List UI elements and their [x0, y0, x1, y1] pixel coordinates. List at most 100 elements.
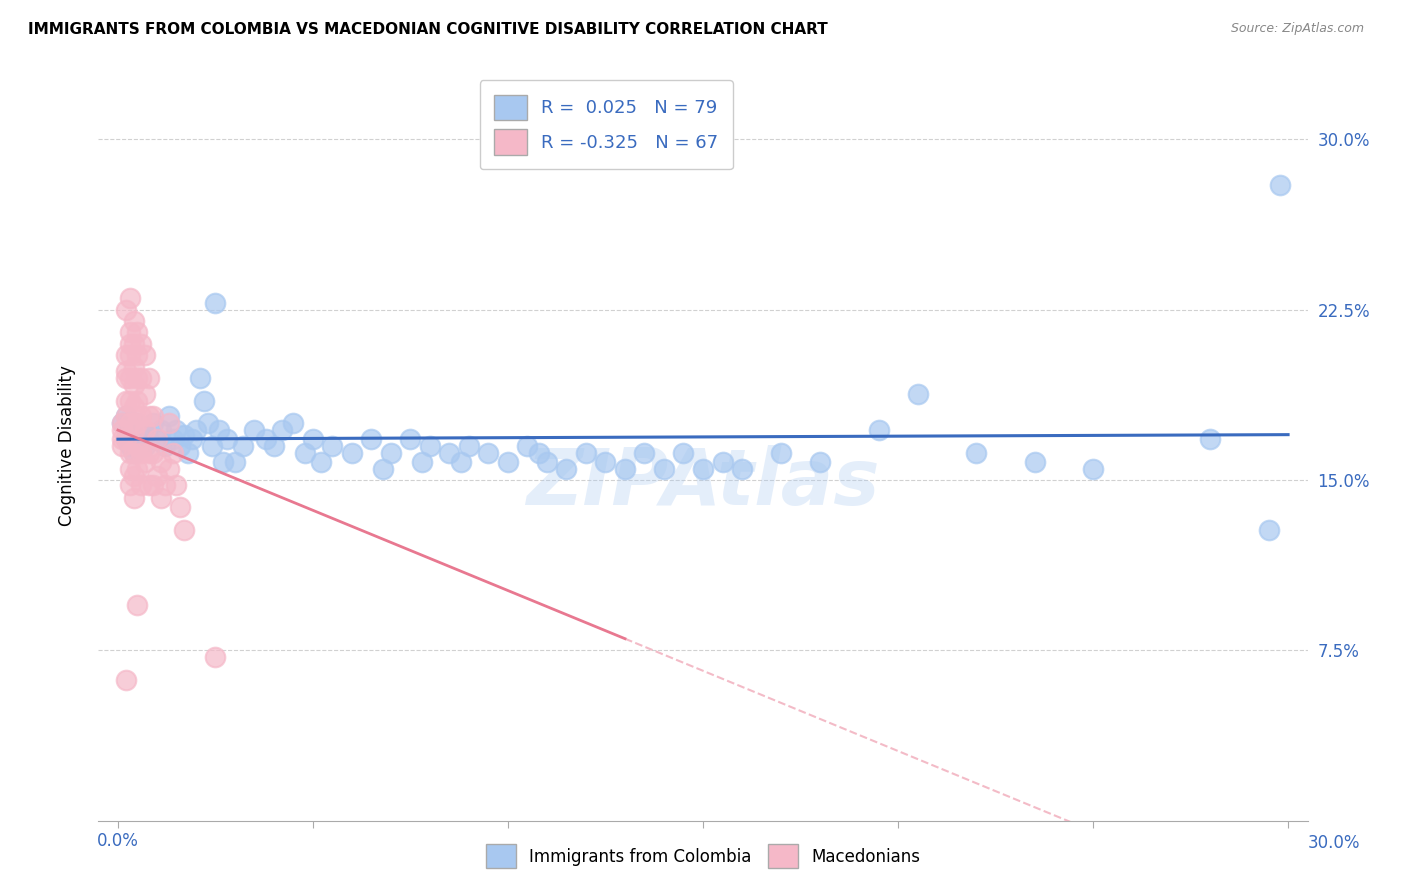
Point	[134, 423, 156, 437]
Point	[1270, 178, 1292, 192]
Point	[868, 423, 890, 437]
Point	[1199, 432, 1222, 446]
Point	[302, 432, 325, 446]
Text: IMMIGRANTS FROM COLOMBIA VS MACEDONIAN COGNITIVE DISABILITY CORRELATION CHART: IMMIGRANTS FROM COLOMBIA VS MACEDONIAN C…	[28, 22, 828, 37]
Point	[114, 348, 136, 362]
Point	[138, 446, 160, 460]
Point	[122, 336, 145, 351]
Legend: Immigrants from Colombia, Macedonians: Immigrants from Colombia, Macedonians	[479, 838, 927, 875]
Point	[181, 432, 204, 446]
Point	[134, 427, 156, 442]
Point	[134, 386, 156, 401]
Point	[188, 371, 211, 385]
Point	[399, 432, 422, 446]
Point	[142, 477, 165, 491]
Point	[340, 446, 363, 460]
Point	[536, 455, 558, 469]
Point	[127, 393, 149, 408]
Point	[134, 348, 156, 362]
Point	[146, 432, 169, 446]
Point	[142, 417, 165, 431]
Point	[131, 371, 153, 385]
Point	[149, 455, 172, 469]
Point	[204, 650, 226, 665]
Point	[173, 427, 195, 442]
Point	[458, 439, 481, 453]
Point	[555, 461, 578, 475]
Point	[134, 455, 156, 469]
Point	[808, 455, 831, 469]
Point	[131, 423, 153, 437]
Point	[294, 446, 316, 460]
Point	[153, 439, 176, 453]
Point	[283, 417, 305, 431]
Point	[131, 409, 153, 424]
Point	[232, 439, 254, 453]
Text: ZIPAtlas: ZIPAtlas	[526, 445, 880, 522]
Y-axis label: Cognitive Disability: Cognitive Disability	[58, 366, 76, 526]
Point	[243, 423, 266, 437]
Point	[165, 423, 187, 437]
Point	[411, 455, 433, 469]
Point	[321, 439, 343, 453]
Point	[731, 461, 754, 475]
Point	[217, 432, 239, 446]
Point	[595, 455, 617, 469]
Point	[118, 348, 141, 362]
Point	[122, 468, 145, 483]
Point	[127, 439, 149, 453]
Point	[419, 439, 441, 453]
Point	[193, 393, 215, 408]
Text: Source: ZipAtlas.com: Source: ZipAtlas.com	[1230, 22, 1364, 36]
Point	[122, 491, 145, 506]
Point	[118, 292, 141, 306]
Point	[652, 461, 675, 475]
Point	[224, 455, 246, 469]
Point	[177, 446, 200, 460]
Point	[122, 446, 145, 460]
Point	[138, 477, 160, 491]
Point	[373, 461, 395, 475]
Point	[111, 423, 134, 437]
Point	[769, 446, 792, 460]
Point	[138, 371, 160, 385]
Point	[173, 523, 195, 537]
Point	[114, 673, 136, 687]
Point	[131, 446, 153, 460]
Point	[127, 417, 149, 431]
Point	[111, 432, 134, 446]
Point	[118, 326, 141, 340]
Legend: R =  0.025   N = 79, R = -0.325   N = 67: R = 0.025 N = 79, R = -0.325 N = 67	[479, 80, 733, 169]
Point	[122, 314, 145, 328]
Point	[111, 439, 134, 453]
Point	[118, 439, 141, 453]
Point	[153, 477, 176, 491]
Point	[527, 446, 550, 460]
Point	[162, 432, 184, 446]
Point	[270, 423, 292, 437]
Point	[149, 423, 172, 437]
Point	[477, 446, 499, 460]
Point	[118, 417, 141, 431]
Point	[114, 302, 136, 317]
Point	[127, 432, 149, 446]
Point	[122, 427, 145, 442]
Point	[118, 461, 141, 475]
Point	[204, 296, 226, 310]
Point	[165, 477, 187, 491]
Point	[450, 455, 472, 469]
Point	[169, 500, 191, 515]
Point	[114, 409, 136, 424]
Point	[131, 336, 153, 351]
Point	[118, 446, 141, 460]
Point	[1257, 523, 1279, 537]
Point	[516, 439, 538, 453]
Point	[157, 409, 180, 424]
Point	[111, 417, 134, 431]
Point	[200, 439, 222, 453]
Point	[134, 439, 156, 453]
Point	[672, 446, 695, 460]
Point	[212, 455, 235, 469]
Point	[614, 461, 637, 475]
Point	[118, 371, 141, 385]
